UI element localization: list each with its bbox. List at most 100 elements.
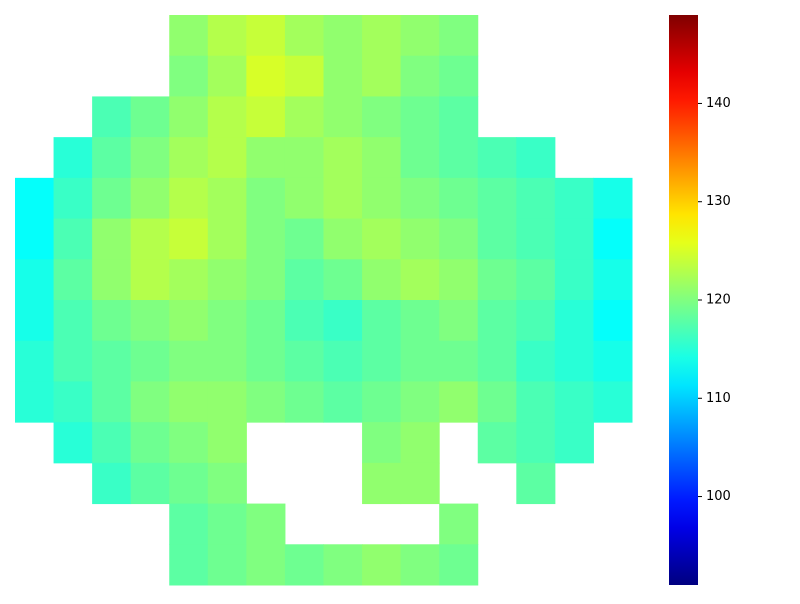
heatmap-cell [207,503,247,545]
heatmap-cell [554,381,594,423]
heatmap-cell [207,177,247,220]
heatmap-cell [593,218,633,260]
heatmap-cell [516,422,556,464]
heatmap-cell [207,381,247,423]
heatmap-cell [92,96,132,138]
heatmap-cell [92,381,132,423]
heatmap-cell [323,381,363,423]
heatmap-cell [15,340,55,382]
heatmap-cell [554,218,594,260]
heatmap-cell [323,340,363,382]
heatmap-cell [323,544,363,586]
heatmap-cell [92,462,132,505]
heatmap-cell [246,381,286,423]
heatmap-cell [130,218,170,260]
heatmap-cell [362,177,402,220]
heatmap-cell [130,96,170,138]
heatmap-cell [439,218,479,260]
heatmap-cell [53,137,93,179]
heatmap-cell [246,503,286,545]
heatmap-cell [169,96,209,138]
colorbar-tick-label: 100 [706,489,731,504]
heatmap-cell [207,340,247,382]
heatmap-cell [169,218,209,260]
heatmap-cell [439,96,479,138]
heatmap-cell [284,340,324,382]
heatmap-cell [92,218,132,260]
heatmap-cell [362,422,402,464]
heatmap-cell [284,96,324,138]
heatmap-cell [362,462,402,505]
heatmap-cell [400,218,440,260]
heatmap-cell [246,177,286,220]
heatmap-cell [362,55,402,97]
heatmap-cell [516,218,556,260]
heatmap-cell [246,218,286,260]
heatmap-cell [400,259,440,301]
heatmap-cell [130,381,170,423]
heatmap-cell [169,300,209,342]
heatmap-cell [169,422,209,464]
heatmap-cell [15,259,55,301]
heatmap-cell [439,177,479,220]
heatmap-cell [169,462,209,505]
heatmap-cell [92,137,132,179]
heatmap-cell [92,300,132,342]
heatmap-cell [92,177,132,220]
heatmap-cell [207,55,247,97]
heatmap-cell [323,96,363,138]
heatmap-cell [593,259,633,301]
heatmap-cell [246,340,286,382]
heatmap-cell [15,177,55,220]
heatmap-cell [246,15,286,57]
heatmap-cell [53,340,93,382]
heatmap-cell [439,503,479,545]
heatmap-cell [439,340,479,382]
heatmap-cell [516,259,556,301]
heatmap-cell [246,259,286,301]
heatmap-cell [169,259,209,301]
heatmap-cell [362,259,402,301]
heatmap-cell [400,340,440,382]
heatmap-cell [323,300,363,342]
heatmap-cell [53,381,93,423]
heatmap-cell [362,544,402,586]
heatmap-cell [362,300,402,342]
heatmap-cell [169,177,209,220]
heatmap-cell [246,544,286,586]
heatmap-cell [516,462,556,505]
heatmap-cell [439,300,479,342]
heatmap-cell [477,259,517,301]
heatmap-cell [516,300,556,342]
heatmap-cell [92,340,132,382]
heatmap-cell [53,218,93,260]
heatmap-cell [516,177,556,220]
heatmap-cell [554,177,594,220]
heatmap-cell [323,218,363,260]
heatmap-cell [477,340,517,382]
heatmap-cell [284,259,324,301]
colorbar-tick-label: 140 [706,96,731,111]
colorbar-tick-label: 120 [706,293,731,308]
heatmap-cell [207,218,247,260]
heatmap-cell [130,137,170,179]
colorbar [669,15,698,585]
heatmap-cell [207,15,247,57]
heatmap-cell [207,259,247,301]
heatmap-cell [400,544,440,586]
colorbar-tick-label: 130 [706,194,731,209]
heatmap-cell [169,381,209,423]
heatmap-cell [593,177,633,220]
heatmap-cell [169,15,209,57]
heatmap-cell [554,340,594,382]
heatmap-cell [362,381,402,423]
heatmap-cell [362,340,402,382]
heatmap-cell [207,544,247,586]
heatmap-cell [439,15,479,57]
heatmap-cell [554,422,594,464]
colorbar-tick-label: 110 [706,391,731,406]
heatmap-cell [53,259,93,301]
heatmap-cell [400,177,440,220]
heatmap-cell [246,55,286,97]
